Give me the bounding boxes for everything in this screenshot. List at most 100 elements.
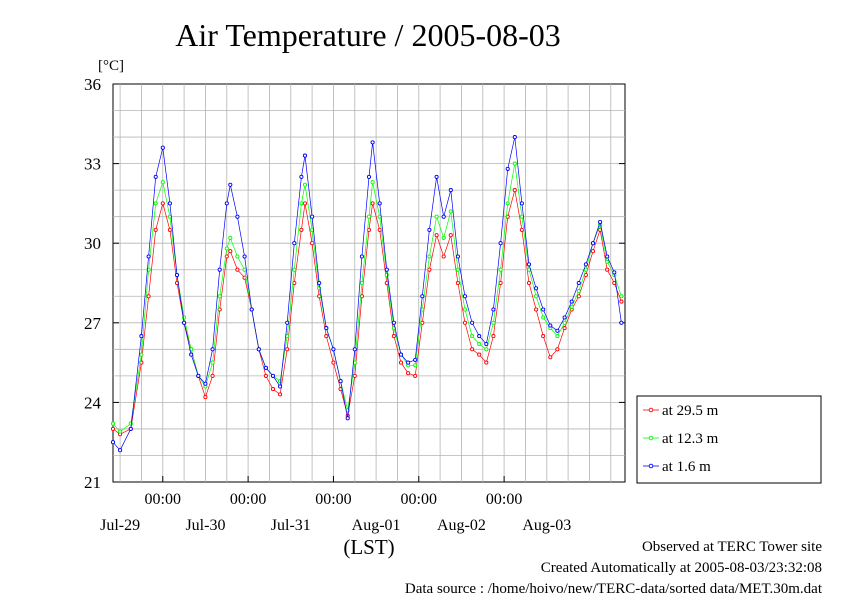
data-point xyxy=(541,315,546,320)
series-layer xyxy=(110,135,624,453)
x-date-label: Aug-01 xyxy=(352,517,401,534)
data-point xyxy=(235,214,240,219)
data-point xyxy=(519,201,524,206)
data-point xyxy=(470,320,475,325)
data-point xyxy=(210,347,215,352)
data-point xyxy=(590,249,596,254)
data-point xyxy=(590,241,596,246)
series-line xyxy=(112,190,622,435)
data-point xyxy=(228,235,233,240)
data-point xyxy=(505,201,510,206)
footer-site-note: Observed at TERC Tower site xyxy=(642,539,822,555)
data-point xyxy=(128,421,133,426)
data-point xyxy=(491,320,496,325)
data-point xyxy=(462,320,468,325)
data-point xyxy=(441,214,446,219)
data-point xyxy=(228,249,233,254)
data-point xyxy=(470,347,475,352)
data-point xyxy=(146,254,151,259)
series-line xyxy=(112,163,622,433)
data-point xyxy=(491,307,496,312)
data-point xyxy=(182,320,187,325)
x-date-label: Aug-02 xyxy=(437,517,486,534)
data-point xyxy=(470,334,475,339)
data-point xyxy=(153,201,158,206)
legend-label: at 29.5 m xyxy=(662,403,719,419)
data-point xyxy=(278,384,283,389)
data-point xyxy=(292,267,297,272)
data-point xyxy=(224,201,229,206)
data-point xyxy=(583,262,588,267)
data-point xyxy=(285,320,290,325)
data-point xyxy=(548,355,553,360)
data-point xyxy=(196,373,201,378)
data-point xyxy=(534,294,539,299)
data-point xyxy=(203,395,208,400)
data-point xyxy=(110,440,116,445)
x-date-label: Jul-30 xyxy=(185,517,225,534)
data-point xyxy=(256,347,261,352)
data-point xyxy=(413,357,418,362)
data-point xyxy=(391,334,396,339)
data-point xyxy=(370,180,375,185)
data-point xyxy=(576,280,581,286)
legend-label: at 12.3 m xyxy=(662,431,719,447)
data-point xyxy=(118,448,123,453)
data-point xyxy=(562,326,567,331)
data-point xyxy=(310,241,315,246)
data-point xyxy=(477,341,482,347)
data-point xyxy=(278,379,283,384)
data-point xyxy=(541,334,546,339)
data-point xyxy=(110,426,116,431)
data-point xyxy=(302,153,308,158)
data-point xyxy=(324,326,329,331)
data-point xyxy=(153,227,158,232)
data-point xyxy=(491,334,496,339)
data-point xyxy=(605,267,610,272)
data-point xyxy=(299,174,304,179)
x-axis-label: (LST) xyxy=(343,535,394,559)
grid-lines xyxy=(113,84,625,482)
data-point xyxy=(398,352,404,357)
legend-swatch-marker xyxy=(648,407,654,413)
data-point xyxy=(569,299,574,304)
data-point xyxy=(434,174,439,179)
data-point xyxy=(146,294,151,299)
data-point xyxy=(302,201,308,206)
data-point xyxy=(562,315,567,320)
data-point xyxy=(128,426,133,431)
x-time-label: 00:00 xyxy=(315,491,351,508)
data-point xyxy=(160,201,165,206)
data-point xyxy=(576,288,581,294)
data-point xyxy=(420,294,425,299)
data-point xyxy=(413,373,418,378)
data-point xyxy=(398,360,404,365)
data-point xyxy=(370,201,375,206)
legend-box xyxy=(636,395,822,484)
data-point xyxy=(217,267,222,272)
data-point xyxy=(484,360,489,365)
data-point xyxy=(519,227,524,232)
data-point xyxy=(448,233,453,238)
data-point xyxy=(541,307,546,312)
data-point xyxy=(534,286,539,291)
y-tick-label: 27 xyxy=(84,314,102,333)
data-point xyxy=(406,360,411,365)
data-point xyxy=(139,334,144,339)
data-point xyxy=(441,254,446,259)
data-point xyxy=(434,233,439,238)
data-point xyxy=(366,214,372,219)
data-point xyxy=(228,182,233,187)
data-point xyxy=(359,280,364,286)
x-time-label: 00:00 xyxy=(145,491,181,508)
legend-swatch-marker xyxy=(648,435,654,441)
data-point xyxy=(338,379,343,384)
data-point xyxy=(406,371,411,376)
data-point xyxy=(448,188,453,193)
data-point xyxy=(285,347,290,352)
data-point xyxy=(370,140,375,145)
data-point xyxy=(619,294,624,299)
data-point xyxy=(302,182,308,187)
data-point xyxy=(434,214,439,219)
